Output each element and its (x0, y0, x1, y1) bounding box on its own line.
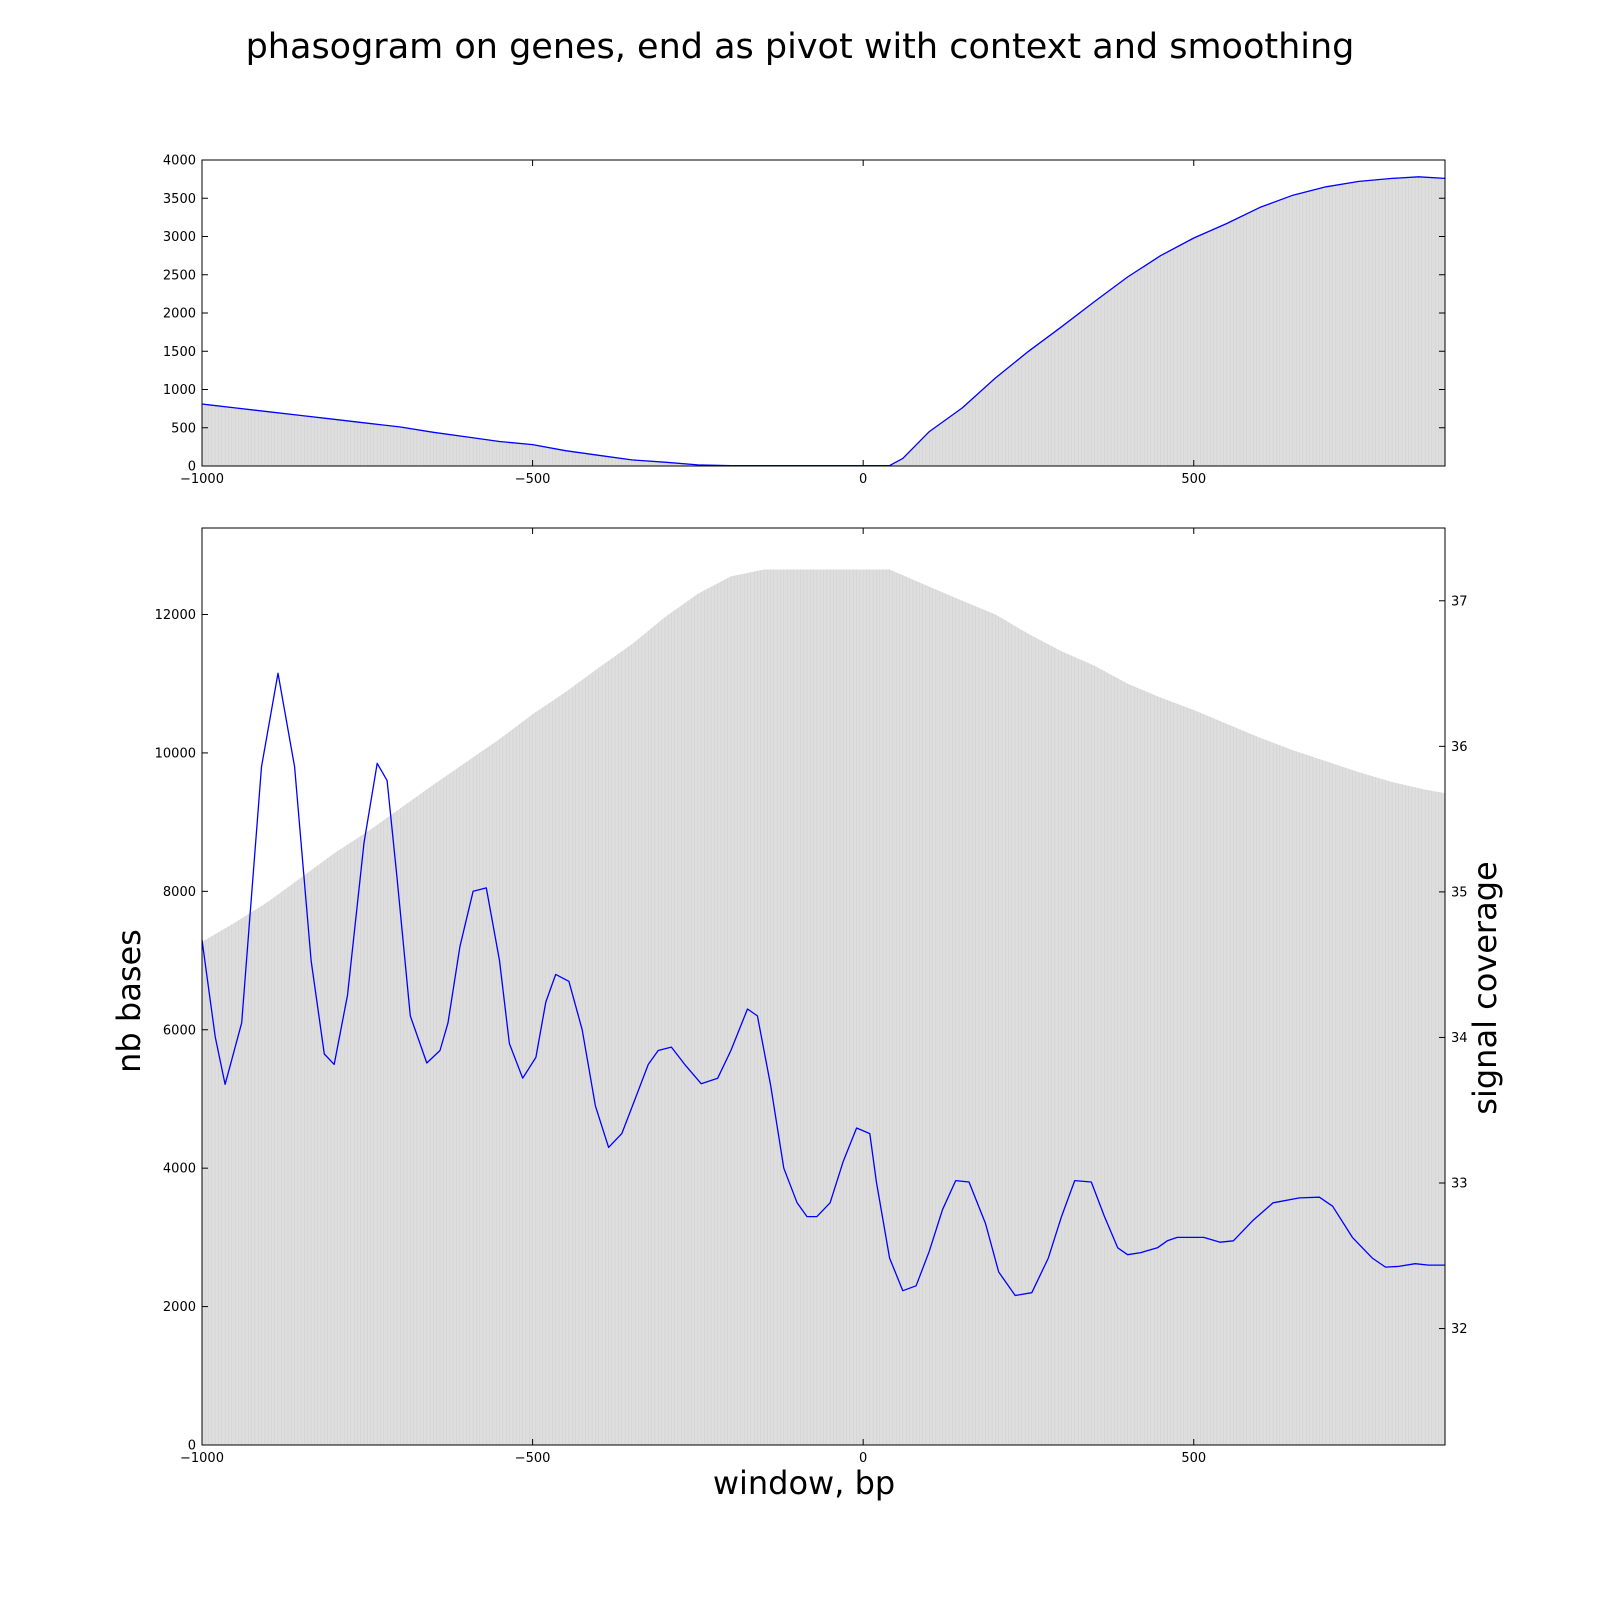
x-tick-label: 0 (859, 472, 867, 487)
y-tick-label: 500 (171, 421, 196, 436)
figure-title: phasogram on genes, end as pivot with co… (246, 27, 1355, 67)
x-tick-label: −500 (515, 1451, 551, 1466)
y-tick-label-right: 33 (1451, 1177, 1468, 1192)
y-axis-title-left: nb bases (110, 929, 148, 1073)
x-tick-label: 500 (1181, 1451, 1206, 1466)
histogram-bars (201, 176, 1446, 466)
top-panel: −1000 −500 0 500 0 500 1000 1500 2000 2500 3000 350… (163, 154, 1446, 487)
y-tick-label: 2000 (163, 1300, 196, 1315)
y-tick-label: 12000 (155, 608, 196, 623)
y-tick-label-right: 35 (1451, 885, 1468, 900)
y-tick-label: 0 (188, 1439, 196, 1454)
y-tick-label-right: 36 (1451, 740, 1468, 755)
y-tick-label: 4000 (163, 154, 196, 169)
x-tick-label: −1000 (180, 472, 224, 487)
y-tick-label: 10000 (155, 746, 196, 761)
y-tick-label: 3000 (163, 230, 196, 245)
x-tick-label: −1000 (180, 1451, 224, 1466)
signal-line (201, 672, 1445, 1297)
y-tick-label: 1000 (163, 383, 196, 398)
y-tick-label: 8000 (163, 885, 196, 900)
y-tick-label-right: 32 (1451, 1322, 1468, 1337)
y-tick-label: 4000 (163, 1162, 196, 1177)
y-tick-label: 2000 (163, 307, 196, 322)
x-tick-label: 500 (1181, 472, 1206, 487)
histogram-bars (201, 569, 1446, 1445)
y-tick-label: 2500 (163, 268, 196, 283)
x-axis-title: window, bp (713, 1464, 895, 1502)
y-tick-label: 6000 (163, 1023, 196, 1038)
x-tick-label: −500 (515, 472, 551, 487)
y-tick-label-right: 37 (1451, 594, 1468, 609)
y-tick-label: 3500 (163, 192, 196, 207)
y-tick-label: 1500 (163, 345, 196, 360)
bottom-panel: −1000 −500 0 500 0 2000 4000 6000 8000 10000 12000… (155, 527, 1468, 1466)
y-tick-label-right: 34 (1451, 1031, 1468, 1046)
x-tick-label: 0 (859, 1451, 867, 1466)
y-tick-label: 0 (188, 460, 196, 475)
axes-frame (201, 527, 1446, 1446)
y-axis-title-right: signal coverage (1466, 861, 1504, 1114)
